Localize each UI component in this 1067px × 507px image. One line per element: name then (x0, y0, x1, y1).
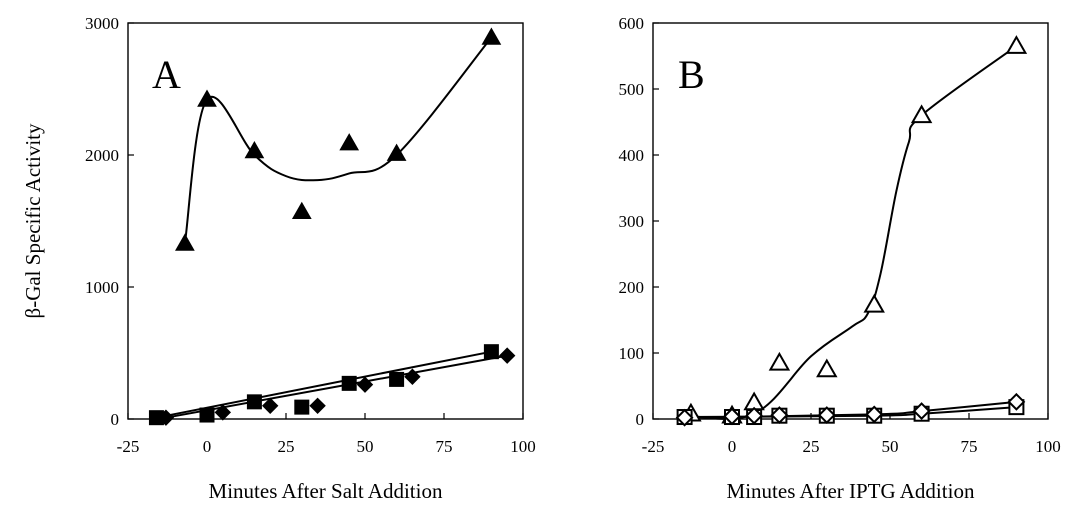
data-point (386, 143, 407, 161)
x-tick-label: 25 (278, 437, 295, 456)
data-point (1007, 392, 1026, 411)
data-point (389, 371, 405, 387)
data-point (483, 344, 499, 360)
y-tick-label: 3000 (85, 14, 119, 33)
data-point (675, 408, 694, 427)
data-point (199, 407, 215, 423)
x-tick-label: -25 (117, 437, 140, 456)
data-point (157, 409, 175, 426)
x-tick-label: 100 (510, 437, 536, 456)
x-tick-label: 50 (882, 437, 899, 456)
y-axis-title: β-Gal Specific Activity (21, 123, 45, 318)
data-point (770, 406, 789, 424)
panel-b-chart: -25 0 25 50 75 100 0 100 200 300 400 500 600 Minutes … (619, 14, 1061, 503)
data-point (498, 347, 516, 364)
series-line (684, 45, 1017, 420)
data-point (294, 399, 310, 415)
data-point (1005, 35, 1028, 54)
x-tick-label: 0 (203, 437, 212, 456)
data-point (341, 375, 357, 391)
data-point (197, 89, 217, 107)
x-tick-label: -25 (642, 437, 665, 456)
data-point (481, 27, 502, 45)
y-tick-label: 1000 (85, 278, 119, 297)
x-tick-label: 75 (961, 437, 978, 456)
series-line (165, 354, 508, 419)
data-point (246, 394, 262, 410)
data-point (816, 358, 838, 378)
x-tick-label: 50 (357, 437, 374, 456)
data-point (865, 405, 884, 424)
data-point (356, 376, 374, 393)
series-line (183, 36, 493, 244)
data-point (745, 406, 764, 425)
data-point (244, 141, 265, 159)
y-tick-label: 100 (619, 344, 645, 363)
plot-frame (652, 22, 1049, 420)
data-point (404, 368, 421, 385)
panel-label: A (152, 52, 181, 97)
y-tick-label: 2000 (85, 146, 119, 165)
y-tick-label: 300 (619, 212, 645, 231)
data-point (768, 351, 791, 371)
data-point (723, 407, 741, 426)
x-axis-title: Minutes After Salt Addition (209, 479, 443, 503)
y-tick-label: 500 (619, 80, 645, 99)
data-point (817, 406, 836, 424)
x-tick-label: 0 (728, 437, 737, 456)
data-point (261, 397, 279, 415)
data-point (214, 404, 232, 421)
data-point (309, 397, 326, 415)
panel-label: B (678, 52, 705, 97)
data-point (339, 133, 360, 151)
y-tick-label: 0 (636, 410, 645, 429)
y-tick-label: 600 (619, 14, 645, 33)
series-line (156, 350, 492, 419)
x-tick-label: 25 (803, 437, 820, 456)
data-point (291, 201, 312, 220)
y-tick-label: 400 (619, 146, 645, 165)
plot-frame (127, 22, 524, 420)
x-tick-label: 75 (436, 437, 453, 456)
x-tick-label: 100 (1035, 437, 1061, 456)
data-point (912, 402, 931, 420)
y-tick-label: 0 (111, 410, 120, 429)
data-point (175, 233, 195, 251)
x-axis-title: Minutes After IPTG Addition (727, 479, 975, 503)
data-point (863, 293, 885, 313)
data-point (910, 104, 933, 124)
y-tick-label: 200 (619, 278, 645, 297)
